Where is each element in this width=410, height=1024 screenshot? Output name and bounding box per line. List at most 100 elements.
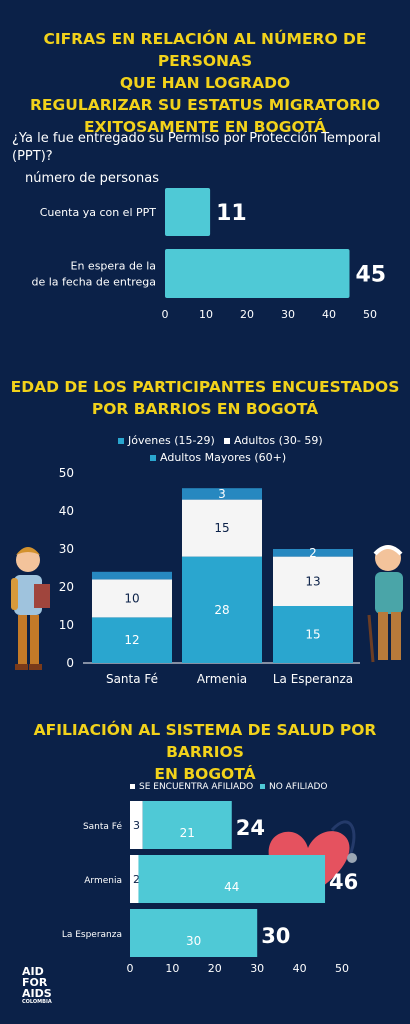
bar [165, 188, 211, 236]
logo-line: AIDS [22, 987, 52, 1000]
legend-swatch [260, 784, 265, 789]
bar-segment [273, 606, 353, 663]
data-label: 21 [180, 826, 195, 840]
category-label: La Esperanza [62, 930, 122, 940]
bar [165, 249, 350, 298]
bar-segment [130, 909, 258, 957]
bar-segment [92, 579, 172, 618]
legend-swatch [150, 455, 156, 461]
section2-title-line: POR BARRIOS EN BOGOTÁ [91, 400, 319, 418]
section1-title-line: REGULARIZAR SU ESTATUS MIGRATORIO [29, 96, 381, 114]
legend-item-mayores: Adultos Mayores (60+) [150, 451, 286, 464]
tick-label: 40 [322, 308, 336, 321]
legend-label: Adultos Mayores (60+) [160, 451, 287, 464]
legend-swatch [118, 438, 124, 444]
category-label: Santa Fé [106, 672, 158, 686]
bar-segment [273, 556, 353, 606]
student-illustration [11, 547, 50, 670]
data-label: 3 [218, 487, 226, 501]
category-label: de la fecha de entrega [31, 276, 156, 289]
legend-item-adultos: Adultos (30- 59) [224, 434, 323, 447]
legend-swatch [130, 784, 135, 789]
section1-title-line: CIFRAS EN RELACIÓN AL NÚMERO DE PERSONAS [43, 30, 367, 70]
section1-title-line: QUE HAN LOGRADO [119, 74, 291, 92]
tick-label: 50 [335, 962, 349, 975]
ppt-bar-chart: 11 Cuenta ya con el PPT 45 En espera de la d… [31, 188, 386, 321]
legend-label: NO AFILIADO [269, 782, 328, 792]
tick-label: 10 [199, 308, 213, 321]
section3-title-line: AFILIACIÓN AL SISTEMA DE SALUD POR BARRI… [33, 721, 377, 761]
data-label: 10 [124, 591, 139, 605]
tick-label: 30 [59, 542, 74, 556]
section2-title: EDAD DE LOS PARTICIPANTES ENCUESTADOS PO… [0, 376, 410, 420]
data-label: 13 [305, 574, 320, 588]
legend-label: SE ENCUENTRA AFILIADO [139, 782, 254, 792]
section1-title: CIFRAS EN RELACIÓN AL NÚMERO DE PERSONAS… [0, 28, 410, 138]
tick-label: 50 [363, 308, 377, 321]
section3-title: AFILIACIÓN AL SISTEMA DE SALUD POR BARRI… [0, 719, 410, 785]
logo-line: FOR [22, 976, 48, 989]
total-label: 30 [261, 924, 290, 948]
legend-item-no-afiliado: NO AFILIADO [260, 782, 328, 792]
age-stacked-bar-chart: 0 10 20 30 40 50 12 10 Santa Fé 28 15 3 Armenia 15 13 2… [59, 466, 360, 686]
data-label: 12 [124, 633, 139, 647]
tick-label: 20 [240, 308, 254, 321]
bar-segment [138, 855, 326, 903]
tick-label: 30 [281, 308, 295, 321]
category-label: Santa Fé [83, 821, 123, 832]
data-label: 28 [214, 603, 229, 617]
tick-label: 20 [208, 962, 222, 975]
total-label: 46 [329, 870, 358, 894]
category-label: Armenia [84, 876, 122, 886]
health-affiliation-bar-chart: 3 21 24 Santa Fé 2 44 46 Armenia 30 30 La Esperanz… [62, 801, 358, 975]
tick-label: 0 [127, 962, 134, 975]
data-label: 30 [186, 934, 201, 948]
tick-label: 0 [162, 308, 169, 321]
data-label: 15 [305, 628, 320, 642]
bar-segment [92, 571, 172, 580]
aid-for-aids-logo: AID FOR AIDS COLOMBIA [22, 966, 52, 1006]
category-label: Cuenta ya con el PPT [40, 206, 157, 219]
tick-label: 40 [293, 962, 307, 975]
legend-item-afiliado: SE ENCUENTRA AFILIADO [130, 782, 253, 792]
data-label: 3 [133, 819, 140, 832]
ppt-question: ¿Ya le fue entregado su Permiso por Prot… [12, 131, 381, 164]
logo-line: COLOMBIA [22, 999, 52, 1005]
tick-label: 30 [250, 962, 264, 975]
section3-title-line: EN BOGOTÁ [154, 765, 256, 783]
bar-segment [182, 499, 262, 557]
tick-label: 20 [59, 580, 74, 594]
elder-illustration [367, 545, 403, 663]
data-label: 11 [216, 201, 247, 226]
data-label: 2 [309, 546, 317, 560]
bar-segment [130, 855, 139, 903]
tick-label: 50 [59, 466, 74, 480]
total-label: 24 [236, 816, 265, 840]
bar-segment [273, 549, 353, 557]
legend-label: Jóvenes (15-29) [128, 434, 215, 447]
category-label: En espera de la [71, 260, 156, 273]
data-label: 2 [133, 873, 140, 886]
data-label: 45 [356, 263, 387, 288]
logo-line: AID [22, 965, 44, 978]
bar-segment [142, 801, 232, 849]
category-label: La Esperanza [273, 672, 353, 686]
bar-segment [182, 556, 262, 663]
tick-label: 10 [165, 962, 179, 975]
bar-segment [92, 617, 172, 663]
bar-segment [130, 801, 143, 849]
tick-label: 10 [59, 618, 74, 632]
tick-label: 40 [59, 504, 74, 518]
tick-label: 0 [66, 656, 74, 670]
legend-label: Adultos (30- 59) [234, 434, 323, 447]
category-label: Armenia [197, 672, 247, 686]
legend-item-jovenes: Jóvenes (15-29) [118, 434, 215, 447]
unit-label: número de personas [25, 171, 159, 186]
section2-title-line: EDAD DE LOS PARTICIPANTES ENCUESTADOS [10, 378, 400, 396]
bar-segment [182, 488, 262, 500]
data-label: 44 [224, 880, 239, 894]
section1-title-line: EXITOSAMENTE EN BOGOTÁ [84, 118, 326, 136]
legend-swatch [224, 438, 230, 444]
data-label: 15 [214, 521, 229, 535]
